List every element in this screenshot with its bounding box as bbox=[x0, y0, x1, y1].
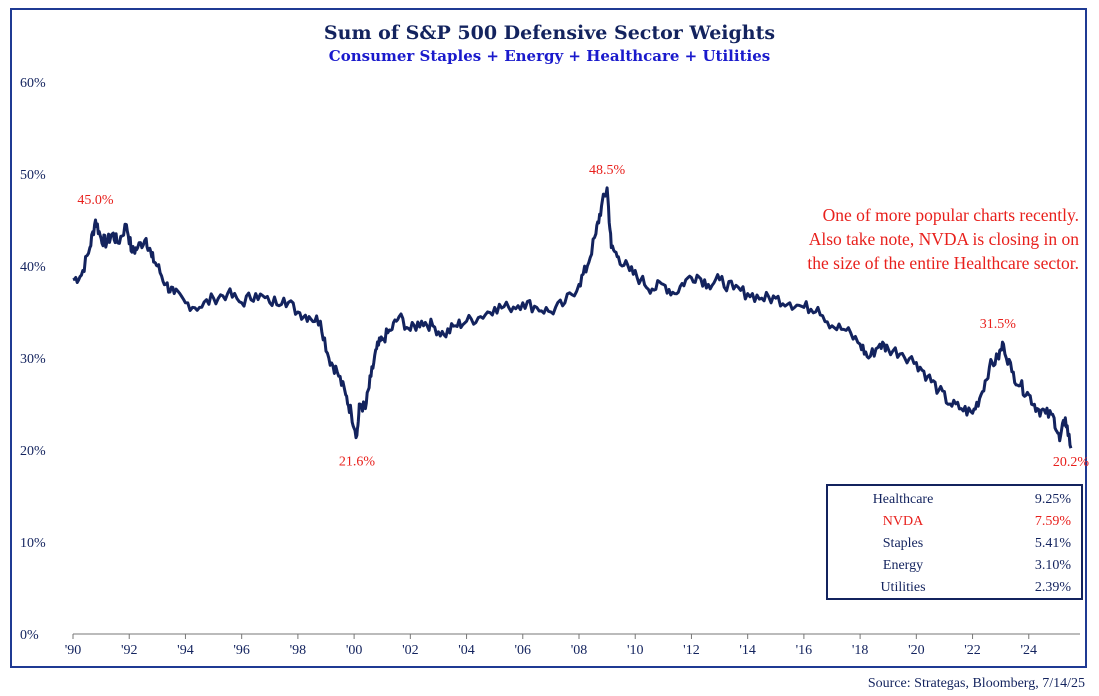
data-label: 20.2% bbox=[1053, 455, 1090, 470]
sector-name: NVDA bbox=[882, 514, 924, 529]
y-tick-label: 50% bbox=[20, 168, 46, 183]
y-tick-label: 0% bbox=[20, 628, 39, 643]
sector-weight: 3.10% bbox=[1034, 558, 1071, 573]
x-tick-label: '92 bbox=[121, 643, 138, 658]
x-tick-label: '10 bbox=[627, 643, 644, 658]
x-tick-label: '00 bbox=[346, 643, 363, 658]
chart-subtitle: Consumer Staples + Energy + Healthcare +… bbox=[328, 47, 771, 65]
chart-title: Sum of S&P 500 Defensive Sector Weights bbox=[323, 22, 776, 44]
sector-name: Energy bbox=[882, 558, 924, 573]
x-tick-label: '22 bbox=[964, 643, 981, 658]
table-row: Utilities 2.39% bbox=[828, 577, 1081, 599]
sector-weight: 2.39% bbox=[1034, 580, 1071, 595]
table-row: NVDA 7.59% bbox=[828, 511, 1081, 533]
x-tick-label: '16 bbox=[796, 643, 813, 658]
x-tick-label: '96 bbox=[233, 643, 250, 658]
sector-weights-table: Healthcare 9.25% NVDA 7.59% Staples 5.41… bbox=[826, 484, 1083, 600]
table-row: Staples 5.41% bbox=[828, 533, 1081, 555]
chart-frame bbox=[10, 8, 1087, 668]
sector-weight: 7.59% bbox=[1034, 514, 1071, 529]
y-tick-label: 20% bbox=[20, 444, 46, 459]
sector-name: Staples bbox=[882, 536, 924, 551]
data-label: 31.5% bbox=[980, 317, 1017, 332]
x-tick-label: '08 bbox=[571, 643, 588, 658]
table-row: Energy 3.10% bbox=[828, 555, 1081, 577]
x-tick-label: '12 bbox=[683, 643, 700, 658]
x-tick-label: '02 bbox=[402, 643, 419, 658]
x-tick-label: '20 bbox=[908, 643, 925, 658]
table-row: Healthcare 9.25% bbox=[828, 489, 1081, 511]
commentary-line: One of more popular charts recently. bbox=[822, 205, 1079, 225]
sector-name: Healthcare bbox=[872, 492, 934, 507]
x-tick-label: '06 bbox=[515, 643, 532, 658]
x-tick-label: '24 bbox=[1021, 643, 1038, 658]
commentary-line: the size of the entire Healthcare sector… bbox=[807, 253, 1079, 273]
source-note: Source: Strategas, Bloomberg, 7/14/25 bbox=[867, 676, 1085, 691]
commentary-line: Also take note, NVDA is closing in on bbox=[808, 229, 1079, 249]
sector-name: Utilities bbox=[880, 580, 926, 595]
x-tick-label: '98 bbox=[290, 643, 307, 658]
x-tick-label: '14 bbox=[739, 643, 756, 658]
series-line bbox=[72, 186, 1073, 449]
x-tick-label: '04 bbox=[458, 643, 475, 658]
data-label: 48.5% bbox=[589, 163, 626, 178]
x-tick-label: '94 bbox=[177, 643, 194, 658]
data-label: 21.6% bbox=[339, 454, 376, 469]
sector-weight: 9.25% bbox=[1034, 492, 1071, 507]
y-tick-label: 10% bbox=[20, 536, 46, 551]
x-tick-label: '18 bbox=[852, 643, 869, 658]
y-tick-label: 60% bbox=[20, 76, 46, 91]
y-tick-label: 30% bbox=[20, 352, 46, 367]
y-tick-label: 40% bbox=[20, 260, 46, 275]
commentary-annotation: One of more popular charts recently. Als… bbox=[807, 203, 1079, 275]
x-tick-label: '90 bbox=[65, 643, 82, 658]
sector-weight: 5.41% bbox=[1034, 536, 1071, 551]
data-label: 45.0% bbox=[77, 193, 114, 208]
